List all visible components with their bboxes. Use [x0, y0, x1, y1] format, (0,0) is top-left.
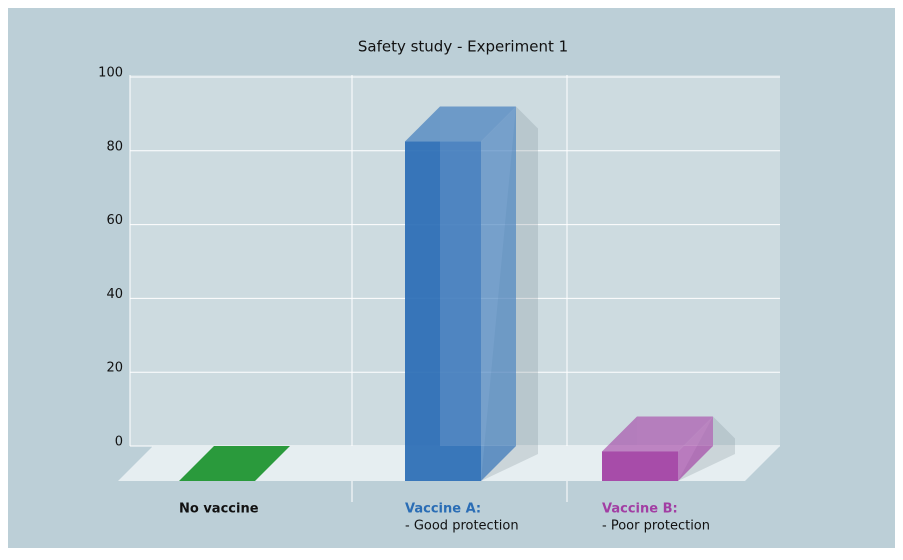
bar-side [481, 106, 516, 482]
bar [405, 106, 538, 482]
y-tick-label: 40 [106, 287, 123, 302]
y-tick-label: 100 [98, 66, 123, 81]
y-tick-label: 60 [106, 213, 123, 228]
y-tick-label: 80 [106, 139, 123, 154]
x-tick-label: Vaccine B: [602, 502, 678, 517]
x-tick-label: - Good protection [405, 519, 519, 534]
bar-top [179, 446, 290, 481]
chart-title: Safety study - Experiment 1 [358, 38, 568, 56]
bar-front [405, 141, 481, 481]
bar-top [405, 106, 516, 142]
x-tick-label: - Poor protection [602, 519, 710, 534]
bar-side [678, 416, 713, 481]
x-tick-label: No vaccine [179, 502, 259, 517]
bar [602, 416, 735, 481]
y-tick-label: 0 [115, 435, 123, 450]
bar-front [602, 451, 678, 481]
x-tick-label: Vaccine A: [405, 502, 481, 517]
bar-top [602, 416, 713, 452]
y-tick-label: 20 [106, 361, 123, 376]
bar [179, 446, 290, 481]
bar-back-edge [440, 106, 516, 447]
